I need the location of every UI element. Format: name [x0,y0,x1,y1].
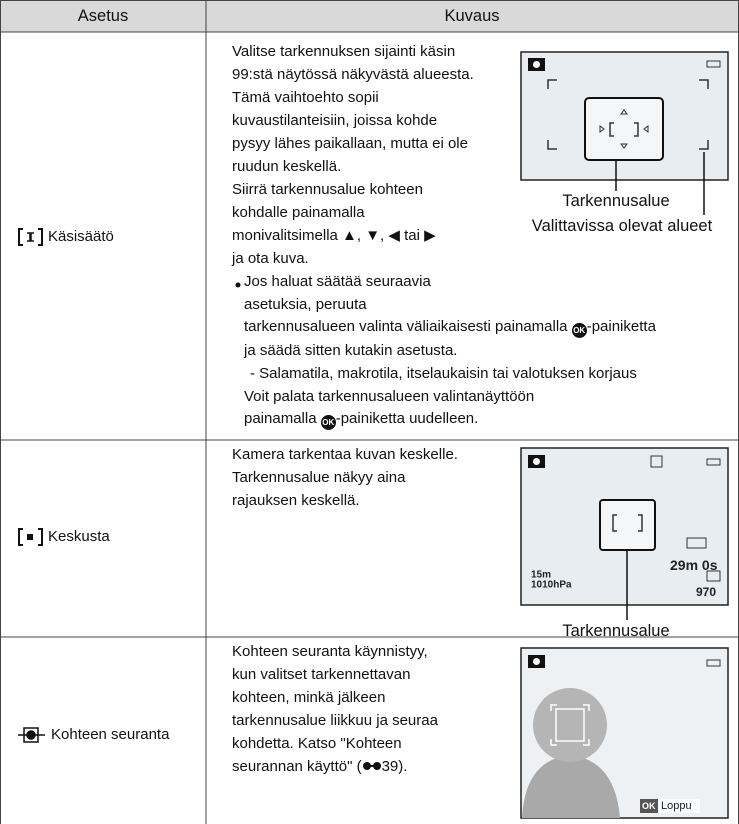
description-line: ja ota kuva. [232,250,309,267]
setting-label: Keskusta [48,528,110,545]
text-segment: painamalla [244,410,321,427]
description-line: painamalla -painiketta uudelleen. [244,410,478,430]
description-line: Siirrä tarkennusalue kohteen [232,181,423,198]
description-line: tarkennusalue liikkuu ja seuraa [232,712,438,729]
description-line: asetuksia, peruuta [244,296,367,313]
description-line: 99:stä näytössä näkyvästä alueesta. [232,66,474,83]
description-line: - Salamatila, makrotila, itselaukaisin t… [250,365,637,382]
setting-label: Kohteen seuranta [51,726,170,743]
description-line: seurannan käyttö" ( 39). [232,758,407,776]
icon-manual [18,228,43,246]
text-segment: -painiketta [586,318,656,335]
screen-text: 1010hPa [531,579,572,591]
description-line: pysyy lähes paikallaan, mutta ei ole [232,135,468,152]
figure-caption: Tarkennusalue [562,622,670,640]
description-line: kohdetta. Katso "Kohteen [232,735,402,752]
reference-icon [362,761,382,771]
icon-tracking [18,727,45,743]
icon-center [18,528,43,546]
description-line: Tämä vaihtoehto sopii [232,89,379,106]
figure-caption: Tarkennusalue [562,192,670,210]
column-header: Asetus [77,7,129,25]
screen-manual [520,51,729,215]
column-header: Kuvaus [444,7,500,25]
text-segment: -painiketta uudelleen. [335,410,479,427]
bullet [235,282,241,288]
screen-text: Loppu [661,800,692,812]
figure-caption: Valittavissa olevat alueet [531,217,713,235]
description-line: rajauksen keskellä. [232,492,360,509]
description-line: Kohteen seuranta käynnistyy, [232,643,428,660]
ok-button-icon [320,415,336,430]
chain-glyph [362,762,381,770]
description-line: tarkennusalueen valinta väliaikaisesti p… [244,318,656,338]
description-line: Tarkennusalue näkyy aina [232,469,406,486]
description-line: monivalitsimella ▲, ▼, ◀ tai ▶ [232,227,436,244]
screen-center [520,447,729,620]
text-segment: tarkennusalueen valinta väliaikaisesti p… [244,318,572,335]
screen-text: 15m [531,569,552,581]
screen-text: OK [642,801,656,811]
description-line: kohdalle painamalla [232,204,365,221]
setting-label: Käsisäätö [48,228,114,245]
description-line: Voit palata tarkennusalueen valintanäytt… [244,388,535,405]
description-line: ruudun keskellä. [232,158,342,175]
description-line: kuvaustilanteisiin, joissa kohde [232,112,438,129]
description-line: Kamera tarkentaa kuvan keskelle. [232,446,458,463]
ok-button-icon [571,323,587,338]
text-segment: 39). [381,758,408,775]
description-line: Jos haluat säätää seuraavia [244,273,431,290]
description-line: Valitse tarkennuksen sijainti käsin [232,43,456,60]
header-bg [0,0,739,32]
description-line: kohteen, minkä jälkeen [232,689,386,706]
screen-text: 970 [696,585,717,599]
screen-tracking [520,647,729,819]
description-line: ja säädä sitten kutakin asetusta. [244,342,458,359]
text-segment: seurannan käyttö" ( [232,758,362,775]
description-line: kun valitset tarkennettavan [232,666,411,683]
screen-text: 29m 0s [670,557,718,573]
